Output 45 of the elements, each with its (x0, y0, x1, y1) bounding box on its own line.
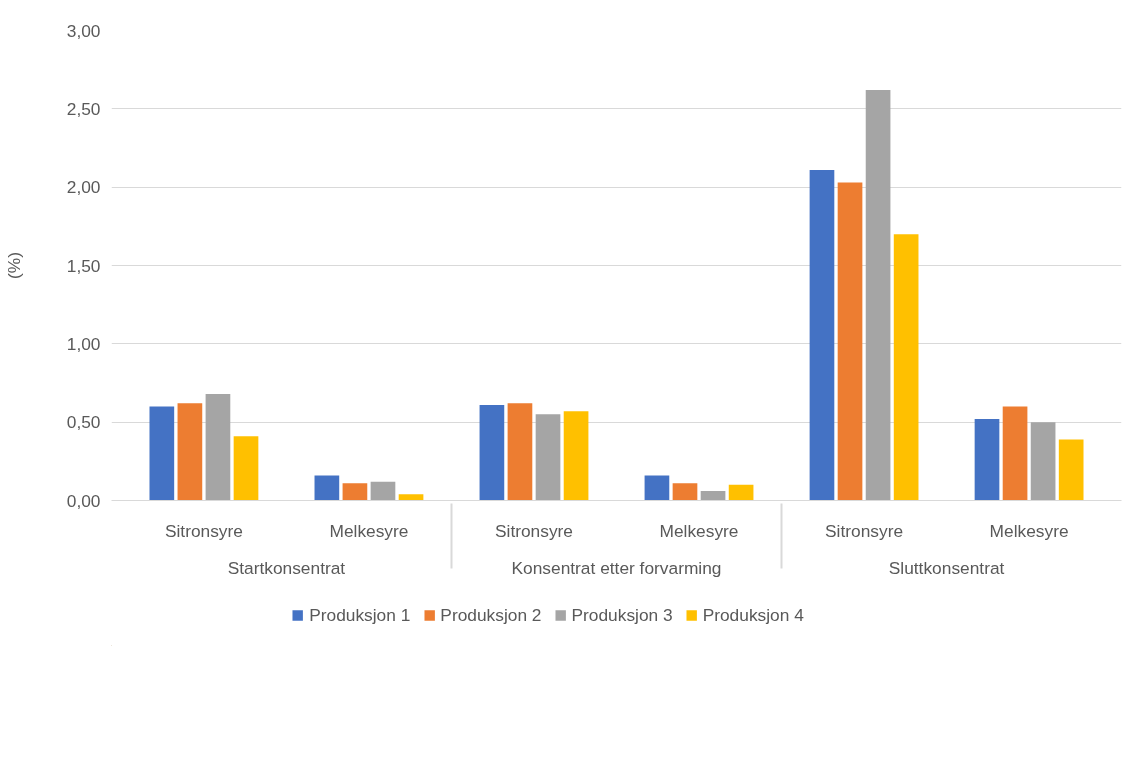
bar (233, 436, 259, 501)
bar (314, 475, 340, 501)
text: Sluttkonsentrat (888, 557, 1005, 578)
x-tick-label: Melkesyre (659, 520, 739, 541)
bar (728, 484, 754, 501)
bar (205, 393, 231, 501)
y-tick-label: 1,50 (66, 255, 101, 276)
bar (809, 169, 835, 501)
legend-label: Produksjon 3 (571, 604, 673, 626)
bar (837, 182, 863, 501)
y-tick-label: 3,00 (66, 20, 101, 41)
bar (974, 419, 1000, 501)
bar (507, 403, 533, 501)
x-tick-label: Sitronsyre (164, 520, 243, 541)
x-tick-label: Melkesyre (989, 520, 1069, 541)
bar (177, 403, 203, 501)
bar (1030, 422, 1056, 501)
x-tick-label: Melkesyre (329, 520, 409, 541)
bar (342, 483, 368, 501)
x-tick-label: Sitronsyre (825, 520, 904, 541)
bar (700, 491, 726, 501)
y-tick-label: 0,50 (66, 412, 101, 433)
legend-label: Produksjon 4 (702, 604, 804, 626)
bar (370, 481, 396, 501)
legend-label: Produksjon 1 (309, 604, 411, 626)
bar (149, 406, 175, 501)
y-tick-label: 2,00 (66, 177, 101, 198)
bar (1002, 406, 1028, 501)
bar (535, 414, 561, 501)
text: Konsentrat etter forvarming (511, 557, 722, 578)
text: Startkonsentrat (227, 557, 346, 578)
y-tick-label: 0,00 (66, 490, 101, 511)
y-tick-label: 2,50 (66, 98, 101, 119)
bar (1058, 439, 1084, 501)
bar (865, 90, 891, 501)
bar (893, 234, 919, 501)
bar (672, 483, 698, 501)
y-axis-title: (%) (3, 252, 24, 279)
bar (644, 475, 670, 501)
bar (479, 404, 505, 501)
y-tick-label: 1,00 (66, 333, 101, 354)
legend-label: Produksjon 2 (440, 604, 542, 626)
bar (398, 494, 424, 501)
bar (563, 411, 589, 501)
x-tick-label: Sitronsyre (494, 520, 573, 541)
